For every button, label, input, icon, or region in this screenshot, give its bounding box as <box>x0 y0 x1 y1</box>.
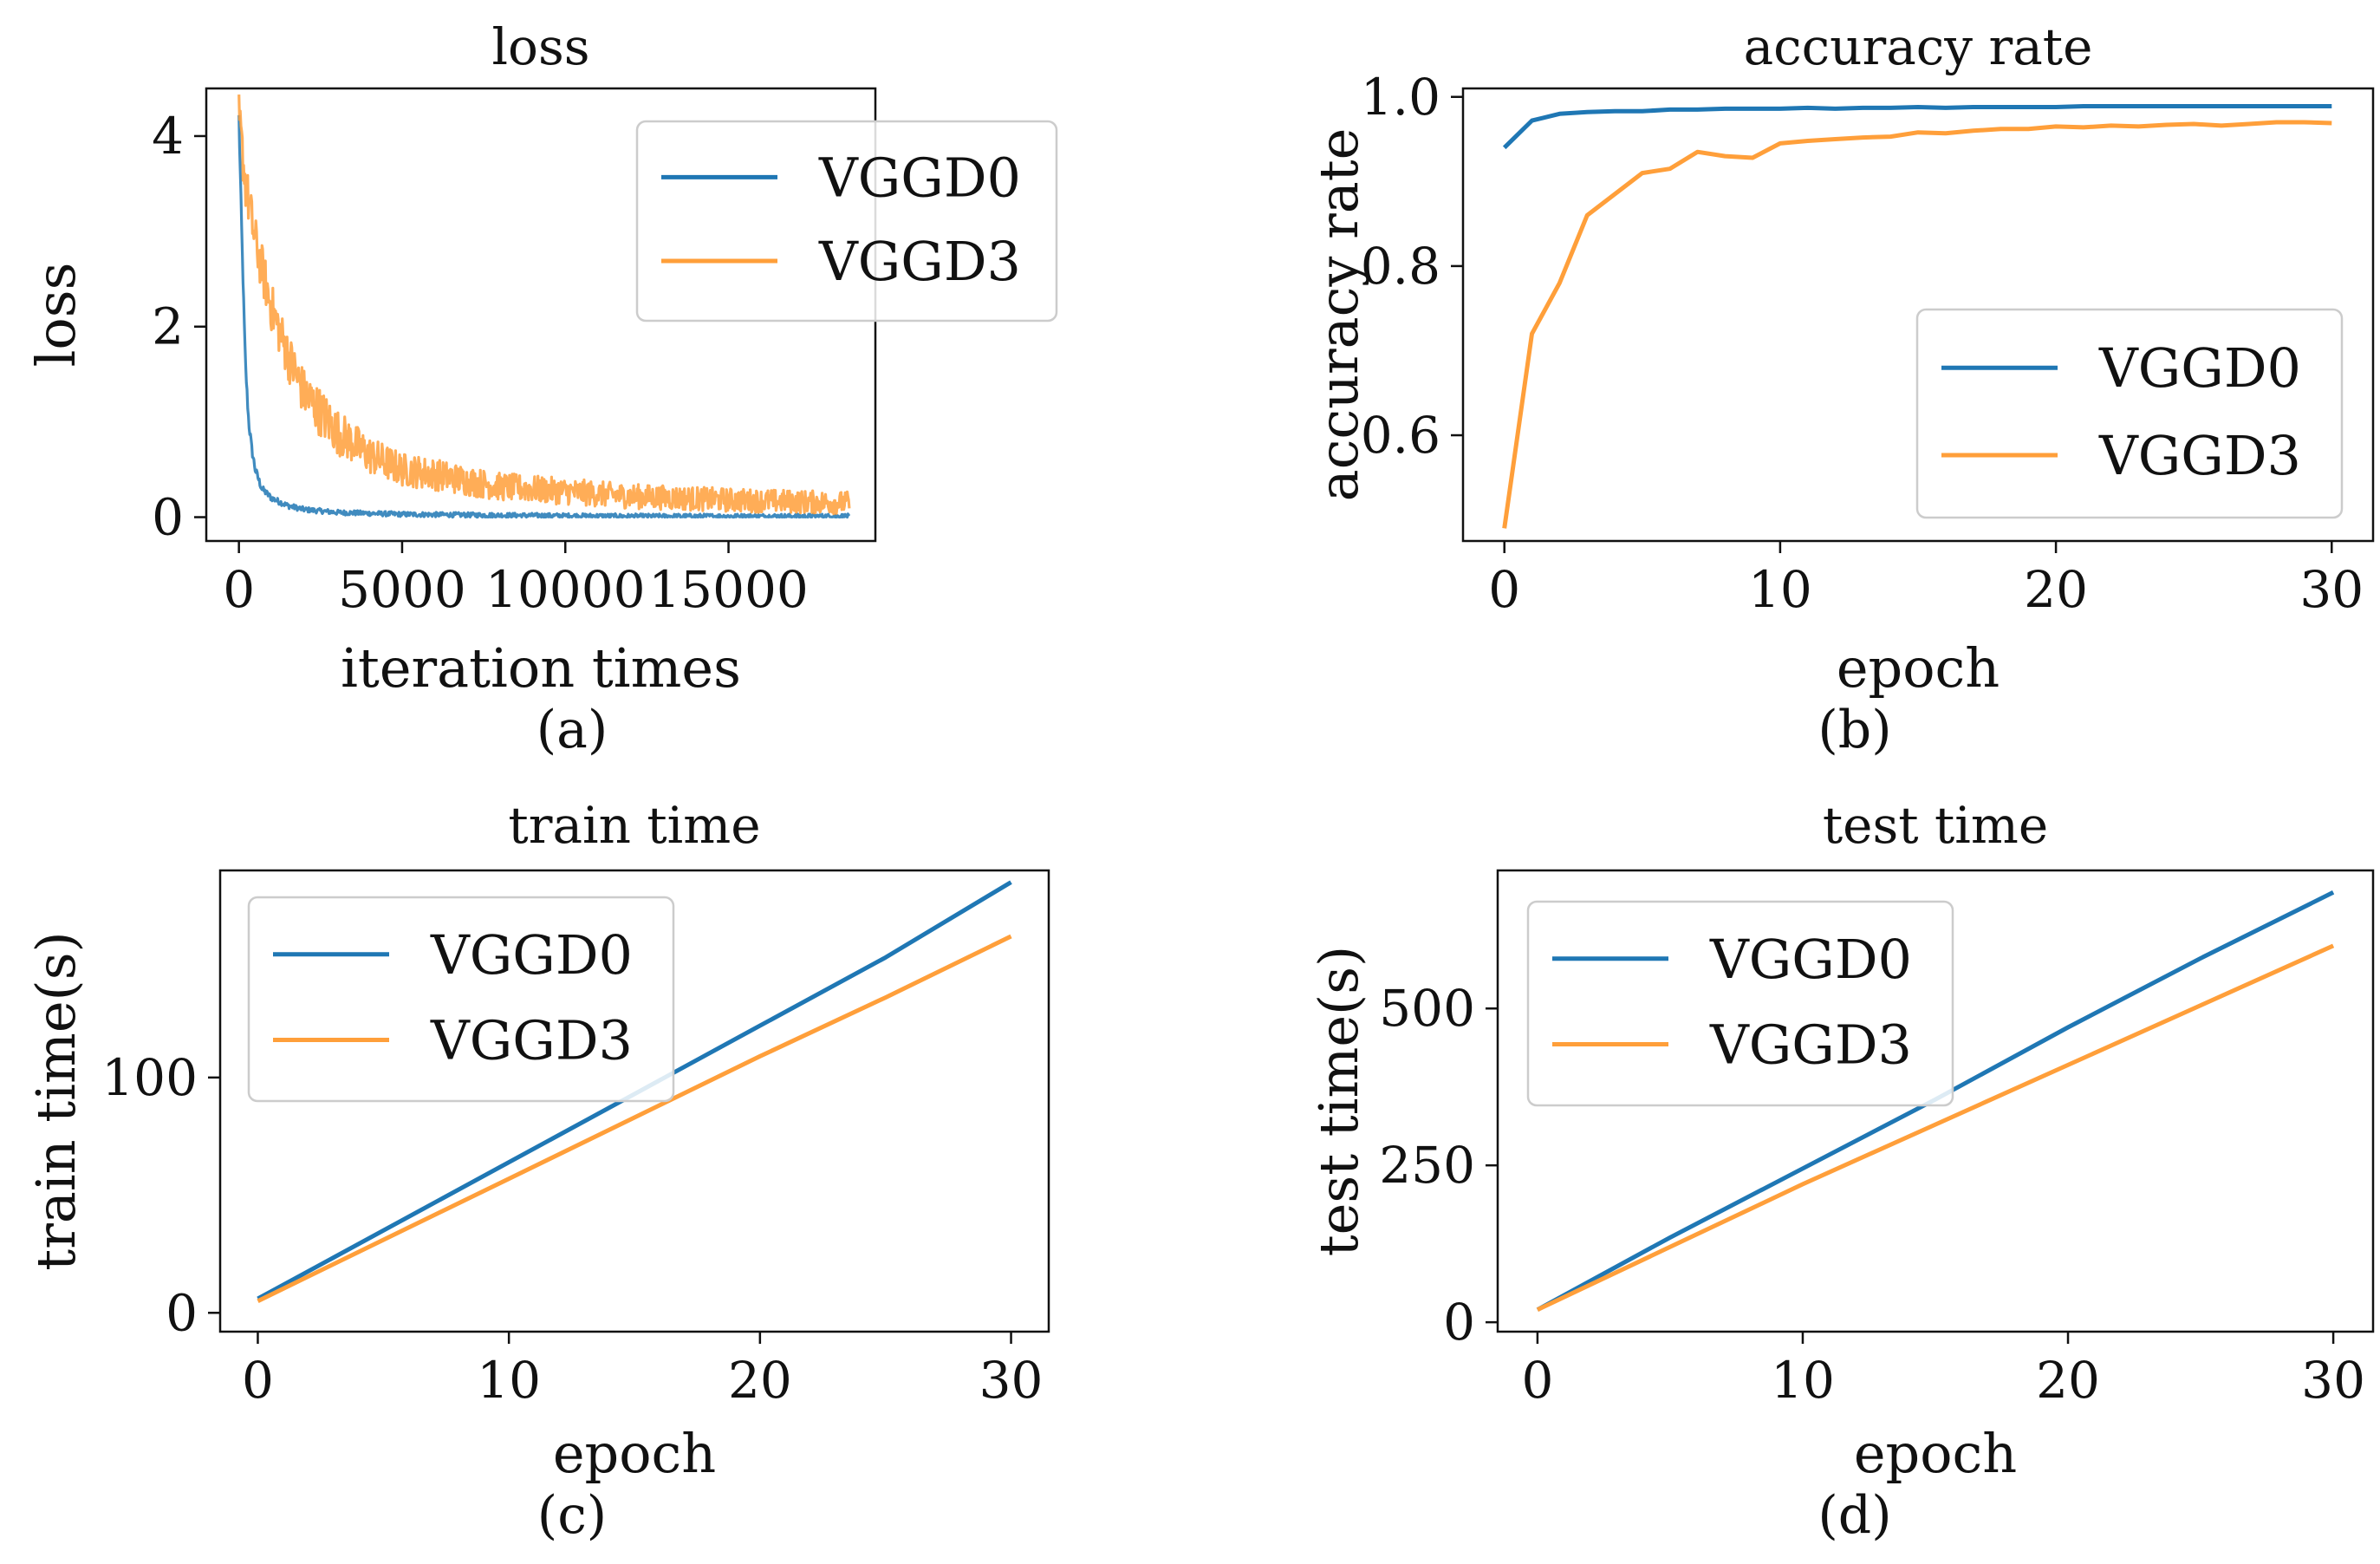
y-tick-label: 0.8 <box>1361 237 1440 296</box>
series-line-vggd0 <box>237 114 851 519</box>
y-tick-label: 0 <box>152 488 184 547</box>
legend-label: VGGD0 <box>818 146 1021 209</box>
x-tick-label: 0 <box>242 1351 274 1410</box>
legend: VGGD0 VGGD3 <box>1915 308 2344 519</box>
legend-label: VGGD0 <box>430 923 633 987</box>
legend: VGGD0 VGGD3 <box>1526 900 1954 1107</box>
plot-area-b <box>1502 104 2332 529</box>
chart-c: 0 10 20 30 0 100 train time epoch train time(s) (… <box>24 796 1050 1546</box>
y-tick-label: 100 <box>101 1048 198 1107</box>
y-tick-label: 1.0 <box>1361 68 1440 127</box>
series-line-vggd0 <box>1502 104 2332 150</box>
axes-frame <box>1496 869 2375 1333</box>
plot-area-a <box>237 94 851 519</box>
y-tick-label: 0 <box>166 1283 198 1342</box>
legend-label: VGGD0 <box>2098 336 2301 400</box>
legend-label: VGGD3 <box>818 230 1021 293</box>
x-tick-label: 5000 <box>338 560 466 619</box>
legend-box <box>1526 900 1954 1107</box>
x-tick-label: 20 <box>2024 560 2088 619</box>
legend-label: VGGD3 <box>1709 1013 1912 1077</box>
x-tick-label: 0 <box>1488 560 1520 619</box>
legend-box <box>1915 308 2344 519</box>
x-tick-label: 0 <box>223 560 255 619</box>
chart-title: train time <box>508 796 760 855</box>
panel-caption: (d) <box>1818 1485 1891 1546</box>
x-tick-label: 20 <box>728 1351 792 1410</box>
x-tick-label: 30 <box>2299 560 2364 619</box>
y-tick-label: 0.6 <box>1361 406 1440 465</box>
x-tick-label: 30 <box>2301 1351 2365 1410</box>
panel-caption: (c) <box>537 1485 607 1546</box>
x-axis-label: iteration times <box>341 636 741 700</box>
y-axis-label: accuracy rate <box>1307 128 1370 502</box>
series-line-vggd3 <box>1502 120 2332 529</box>
legend-label: VGGD0 <box>1709 928 1912 991</box>
y-axis-label: test time(s) <box>1307 946 1370 1256</box>
x-axis-label: epoch <box>1837 636 2000 700</box>
legend-label: VGGD3 <box>430 1009 633 1072</box>
legend-box <box>247 896 675 1103</box>
chart-a: 0 5000 10000 15000 0 2 4 loss iteration times los… <box>24 17 1058 760</box>
axes-frame <box>218 869 1050 1333</box>
y-tick-label: 0 <box>1443 1293 1475 1352</box>
series-line-vggd3 <box>237 94 851 516</box>
y-tick-label: 500 <box>1379 979 1475 1038</box>
chart-title: accuracy rate <box>1744 17 2093 76</box>
y-axis-label: loss <box>24 263 88 368</box>
panel-caption: (b) <box>1818 700 1891 760</box>
axes-frame <box>1461 87 2375 543</box>
x-tick-label: 15000 <box>648 560 809 619</box>
chart-title: test time <box>1823 796 2048 855</box>
chart-d: 0 10 20 30 0 250 500 test time epoch test time(s)… <box>1307 796 2375 1546</box>
series-line-vggd3 <box>257 934 1012 1303</box>
x-axis-label: epoch <box>553 1422 716 1485</box>
x-tick-label: 10 <box>1771 1351 1835 1410</box>
y-tick-label: 250 <box>1379 1136 1475 1195</box>
y-tick-label: 2 <box>152 297 184 356</box>
x-tick-label: 20 <box>2036 1351 2100 1410</box>
x-tick-label: 10 <box>477 1351 541 1410</box>
legend-label: VGGD3 <box>2098 424 2301 487</box>
legend: VGGD0 VGGD3 <box>247 896 675 1103</box>
panel-caption: (a) <box>536 700 608 760</box>
x-tick-label: 30 <box>979 1351 1044 1410</box>
x-tick-label: 10 <box>1748 560 1812 619</box>
x-tick-label: 10000 <box>485 560 646 619</box>
y-axis-label: train time(s) <box>24 931 88 1270</box>
y-tick-label: 4 <box>152 107 184 166</box>
legend-box <box>635 120 1058 323</box>
chart-title: loss <box>492 17 590 76</box>
x-tick-label: 0 <box>1521 1351 1553 1410</box>
series-line-vggd3 <box>1536 943 2335 1312</box>
x-axis-label: epoch <box>1854 1422 2017 1485</box>
legend: VGGD0 VGGD3 <box>635 120 1058 323</box>
